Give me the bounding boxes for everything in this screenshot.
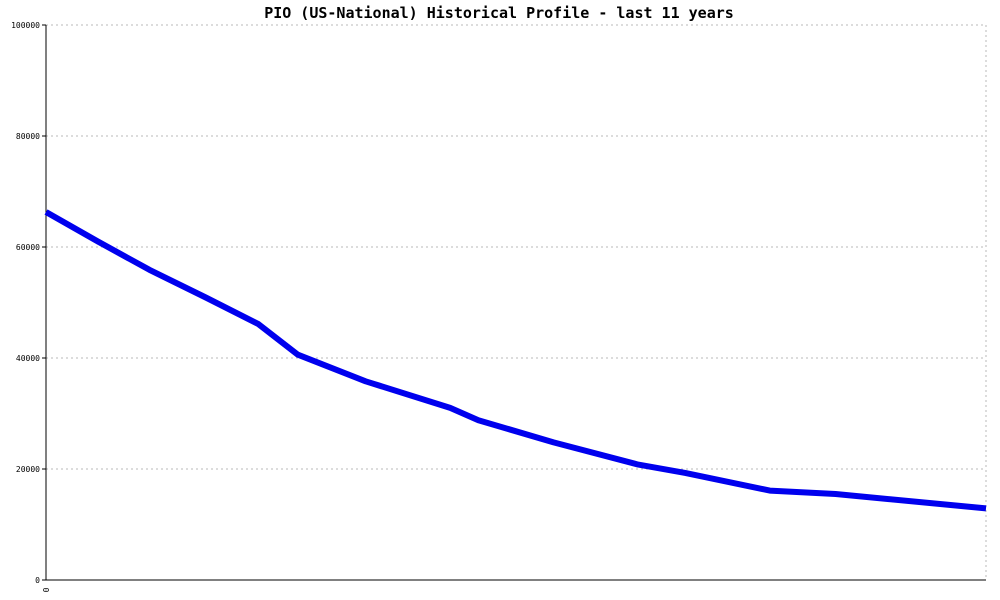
y-tick-label: 60000 <box>16 243 40 252</box>
data-series <box>44 209 987 512</box>
x-tick-label: 0 <box>42 587 51 592</box>
y-tick-label: 80000 <box>16 132 40 141</box>
y-tick-label: 20000 <box>16 465 40 474</box>
y-tick-label: 100000 <box>11 21 40 30</box>
chart-title: PIO (US-National) Historical Profile - l… <box>264 4 734 22</box>
y-tick-label: 40000 <box>16 354 40 363</box>
grid-lines <box>46 24 987 580</box>
tick-labels: 0 20000 40000 60000 80000 100000 0 <box>11 21 51 592</box>
y-tick-label: 0 <box>35 576 40 585</box>
axes <box>42 24 986 581</box>
series-line <box>44 209 987 512</box>
